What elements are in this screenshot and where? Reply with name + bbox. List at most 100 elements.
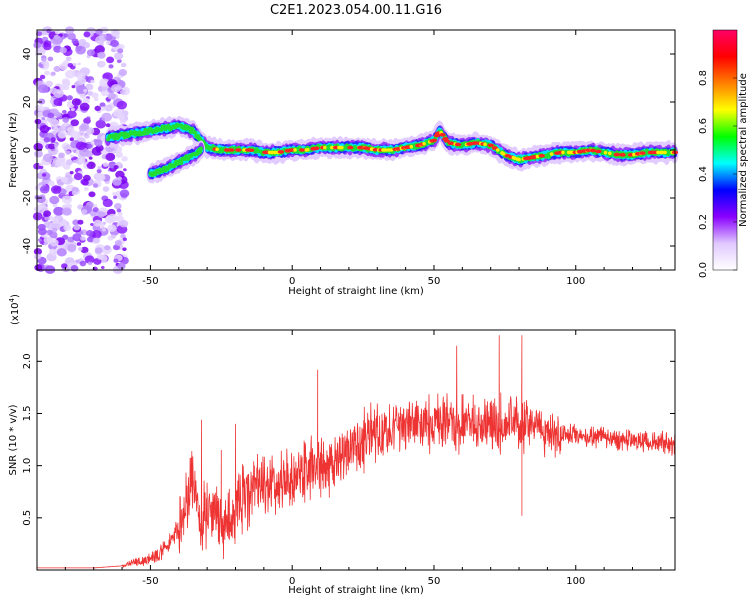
noise-blob xyxy=(83,89,88,93)
ridge-hot-blob xyxy=(305,147,310,152)
noise-blob xyxy=(71,190,78,196)
noise-blob xyxy=(105,40,111,45)
colorbar-strip xyxy=(713,30,737,270)
colorbar-tick-label: 0.2 xyxy=(698,214,709,230)
ridge-hot-blob xyxy=(639,151,646,155)
figure-title: C2E1.2023.054.00.11.G16 xyxy=(270,3,442,18)
noise-blob xyxy=(119,89,126,95)
noise-blob xyxy=(113,164,119,170)
noise-blob xyxy=(56,90,62,95)
noise-blob xyxy=(75,45,86,55)
noise-blob xyxy=(114,239,122,246)
ridge-hot-blob xyxy=(656,150,660,155)
colorbar-tick-label: 0.0 xyxy=(698,262,709,278)
ridge-hot-blob xyxy=(389,148,394,152)
noise-blob xyxy=(72,62,77,67)
noise-blob xyxy=(120,62,127,68)
spectrogram-y-ticks: -40 -20 0 20 40 xyxy=(22,48,675,254)
spectrogram-panel: -50 0 50 100 -40 -20 0 20 40 Height of straight… xyxy=(8,26,679,297)
ridge-hot-blob xyxy=(595,149,602,154)
ridge-hot-blob xyxy=(663,150,667,155)
ridge-hot-blob xyxy=(439,133,446,137)
ridge-hot-blob xyxy=(538,153,545,158)
spectrogram-ridge xyxy=(103,115,679,184)
branch-blob xyxy=(195,152,200,157)
ridge-hot-blob xyxy=(660,150,665,155)
noise-blob xyxy=(49,87,58,94)
noise-blob xyxy=(98,60,106,67)
noise-blob xyxy=(70,119,79,127)
noise-blob xyxy=(65,70,76,79)
ridge-hot-blob xyxy=(277,150,285,154)
noise-blob xyxy=(90,79,95,84)
ridge-hot-blob xyxy=(447,141,455,146)
branch-layer xyxy=(148,146,204,177)
noise-blob xyxy=(71,85,76,89)
spec-x-tick-label: 50 xyxy=(428,276,441,287)
noise-blob xyxy=(77,247,83,252)
ridge-hot-blob xyxy=(313,146,320,151)
spectrogram-y-axis-label: Frequency (Hz) xyxy=(8,112,19,188)
noise-blob xyxy=(76,72,86,81)
snr-x-tick-label: -50 xyxy=(142,576,158,587)
ridge-hot-blob xyxy=(549,152,554,156)
noise-blob xyxy=(57,131,67,139)
noise-blob xyxy=(120,234,126,239)
noise-blob xyxy=(65,159,73,166)
noise-blob xyxy=(93,204,98,208)
noise-blob xyxy=(50,185,62,194)
noise-blob xyxy=(63,33,69,38)
snr-panel: -50 0 50 100 0.5 1.0 1.5 2.0 Height of straigh… xyxy=(8,294,676,596)
noise-blob xyxy=(53,126,59,132)
noise-blob xyxy=(39,125,50,134)
snr-x-tick-label: 100 xyxy=(566,576,585,587)
ridge-hot-blob xyxy=(383,148,388,152)
noise-blob xyxy=(72,159,77,164)
ridge-hot-blob xyxy=(632,152,636,157)
ridge-hot-blob xyxy=(517,157,521,162)
ridge-hot-blob xyxy=(215,147,219,152)
noise-blob xyxy=(88,191,96,198)
noise-blob xyxy=(59,47,67,54)
noise-blob xyxy=(119,118,127,125)
noise-blob xyxy=(67,244,77,252)
noise-blob xyxy=(91,92,99,99)
noise-blob xyxy=(36,111,44,119)
spectrogram-noise-region xyxy=(32,26,131,274)
noise-blob xyxy=(59,62,68,71)
noise-blob xyxy=(110,39,120,48)
noise-blob xyxy=(122,247,127,252)
ridge-hot-blob xyxy=(443,139,450,143)
noise-blob xyxy=(66,127,75,134)
noise-blob xyxy=(53,65,61,73)
spec-y-tick-label: -40 xyxy=(22,238,33,254)
noise-blob xyxy=(117,262,126,270)
noise-blob xyxy=(52,203,58,208)
ridge-hot-blob xyxy=(483,142,487,147)
colorbar-tick-label: 0.8 xyxy=(698,70,709,86)
noise-blob xyxy=(117,176,122,181)
noise-blob xyxy=(65,150,71,156)
noise-blob xyxy=(53,144,58,148)
snr-y-tick-label: 1.5 xyxy=(22,406,33,422)
noise-blob xyxy=(79,157,86,164)
noise-blob xyxy=(69,154,74,158)
ridge-hot-blob xyxy=(235,148,242,152)
noise-blob xyxy=(62,79,71,87)
noise-blob xyxy=(107,92,116,100)
noise-blob xyxy=(70,107,75,112)
noise-blob xyxy=(101,112,113,122)
noise-blob xyxy=(81,209,88,214)
snr-y-axis-label: SNR (10 * v/v) xyxy=(8,404,19,475)
noise-blob xyxy=(101,228,106,232)
noise-blob xyxy=(107,213,118,223)
noise-blob xyxy=(96,254,104,260)
noise-blob xyxy=(44,70,50,76)
noise-blob xyxy=(76,242,82,246)
noise-blob xyxy=(77,62,81,66)
ridge-hot-blob xyxy=(409,144,414,149)
noise-blob xyxy=(119,220,129,228)
ridge-hot-blob xyxy=(340,145,344,150)
noise-blob xyxy=(82,98,90,105)
